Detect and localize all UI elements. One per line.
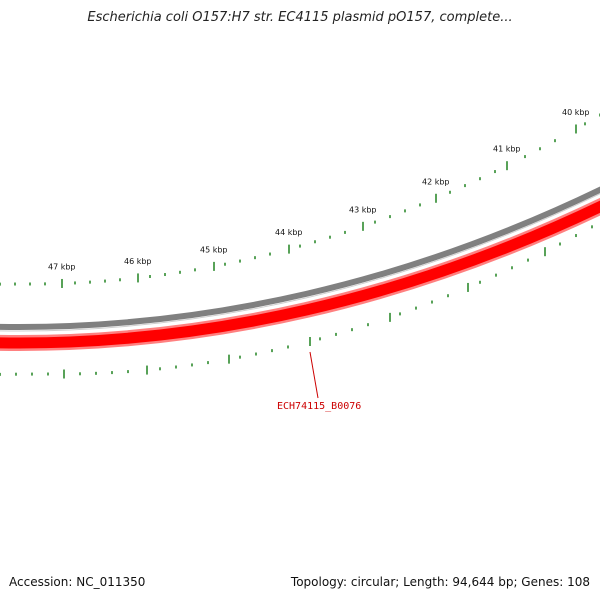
ruler-label: 40 kbp	[562, 108, 590, 117]
ruler-label: 47 kbp	[48, 262, 76, 271]
ruler-label: 42 kbp	[422, 177, 450, 186]
summary-text: Topology: circular; Length: 94,644 bp; G…	[290, 575, 590, 589]
outer-ruler-ticks	[0, 113, 600, 288]
backbone-track	[0, 186, 600, 330]
map-title: Escherichia coli O157:H7 str. EC4115 pla…	[87, 10, 513, 25]
gene-callout-line	[309, 351, 319, 399]
gene-track-halo	[0, 197, 600, 351]
inner-ruler-ticks	[0, 225, 593, 379]
gene-label: ECH74115_B0076	[277, 401, 361, 412]
ruler-tick-labels: 47 kbp 46 kbp 45 kbp 44 kbp 43 kbp 42 kbp 41 k…	[48, 108, 590, 271]
accession-text: Accession: NC_011350	[9, 575, 146, 589]
gene-track	[0, 200, 600, 349]
ruler-label: 41 kbp	[493, 145, 521, 154]
ruler-label: 46 kbp	[124, 257, 152, 266]
ruler-label: 44 kbp	[275, 228, 303, 237]
ruler-label: 45 kbp	[200, 245, 228, 254]
ruler-label: 43 kbp	[349, 205, 377, 214]
backbone-inner-line	[0, 193, 600, 332]
